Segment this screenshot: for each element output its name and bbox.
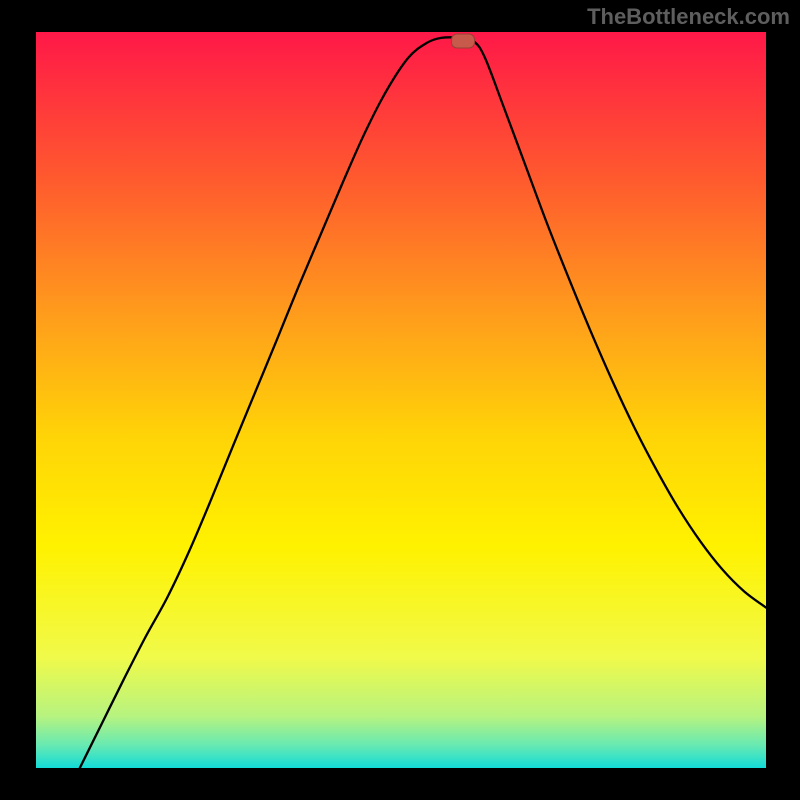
chart-container: TheBottleneck.com bbox=[0, 0, 800, 800]
watermark-text: TheBottleneck.com bbox=[587, 4, 790, 30]
plot-area bbox=[36, 32, 766, 768]
bottleneck-curve bbox=[36, 32, 766, 768]
curve-path bbox=[80, 37, 766, 768]
optimal-point-marker bbox=[451, 33, 475, 48]
